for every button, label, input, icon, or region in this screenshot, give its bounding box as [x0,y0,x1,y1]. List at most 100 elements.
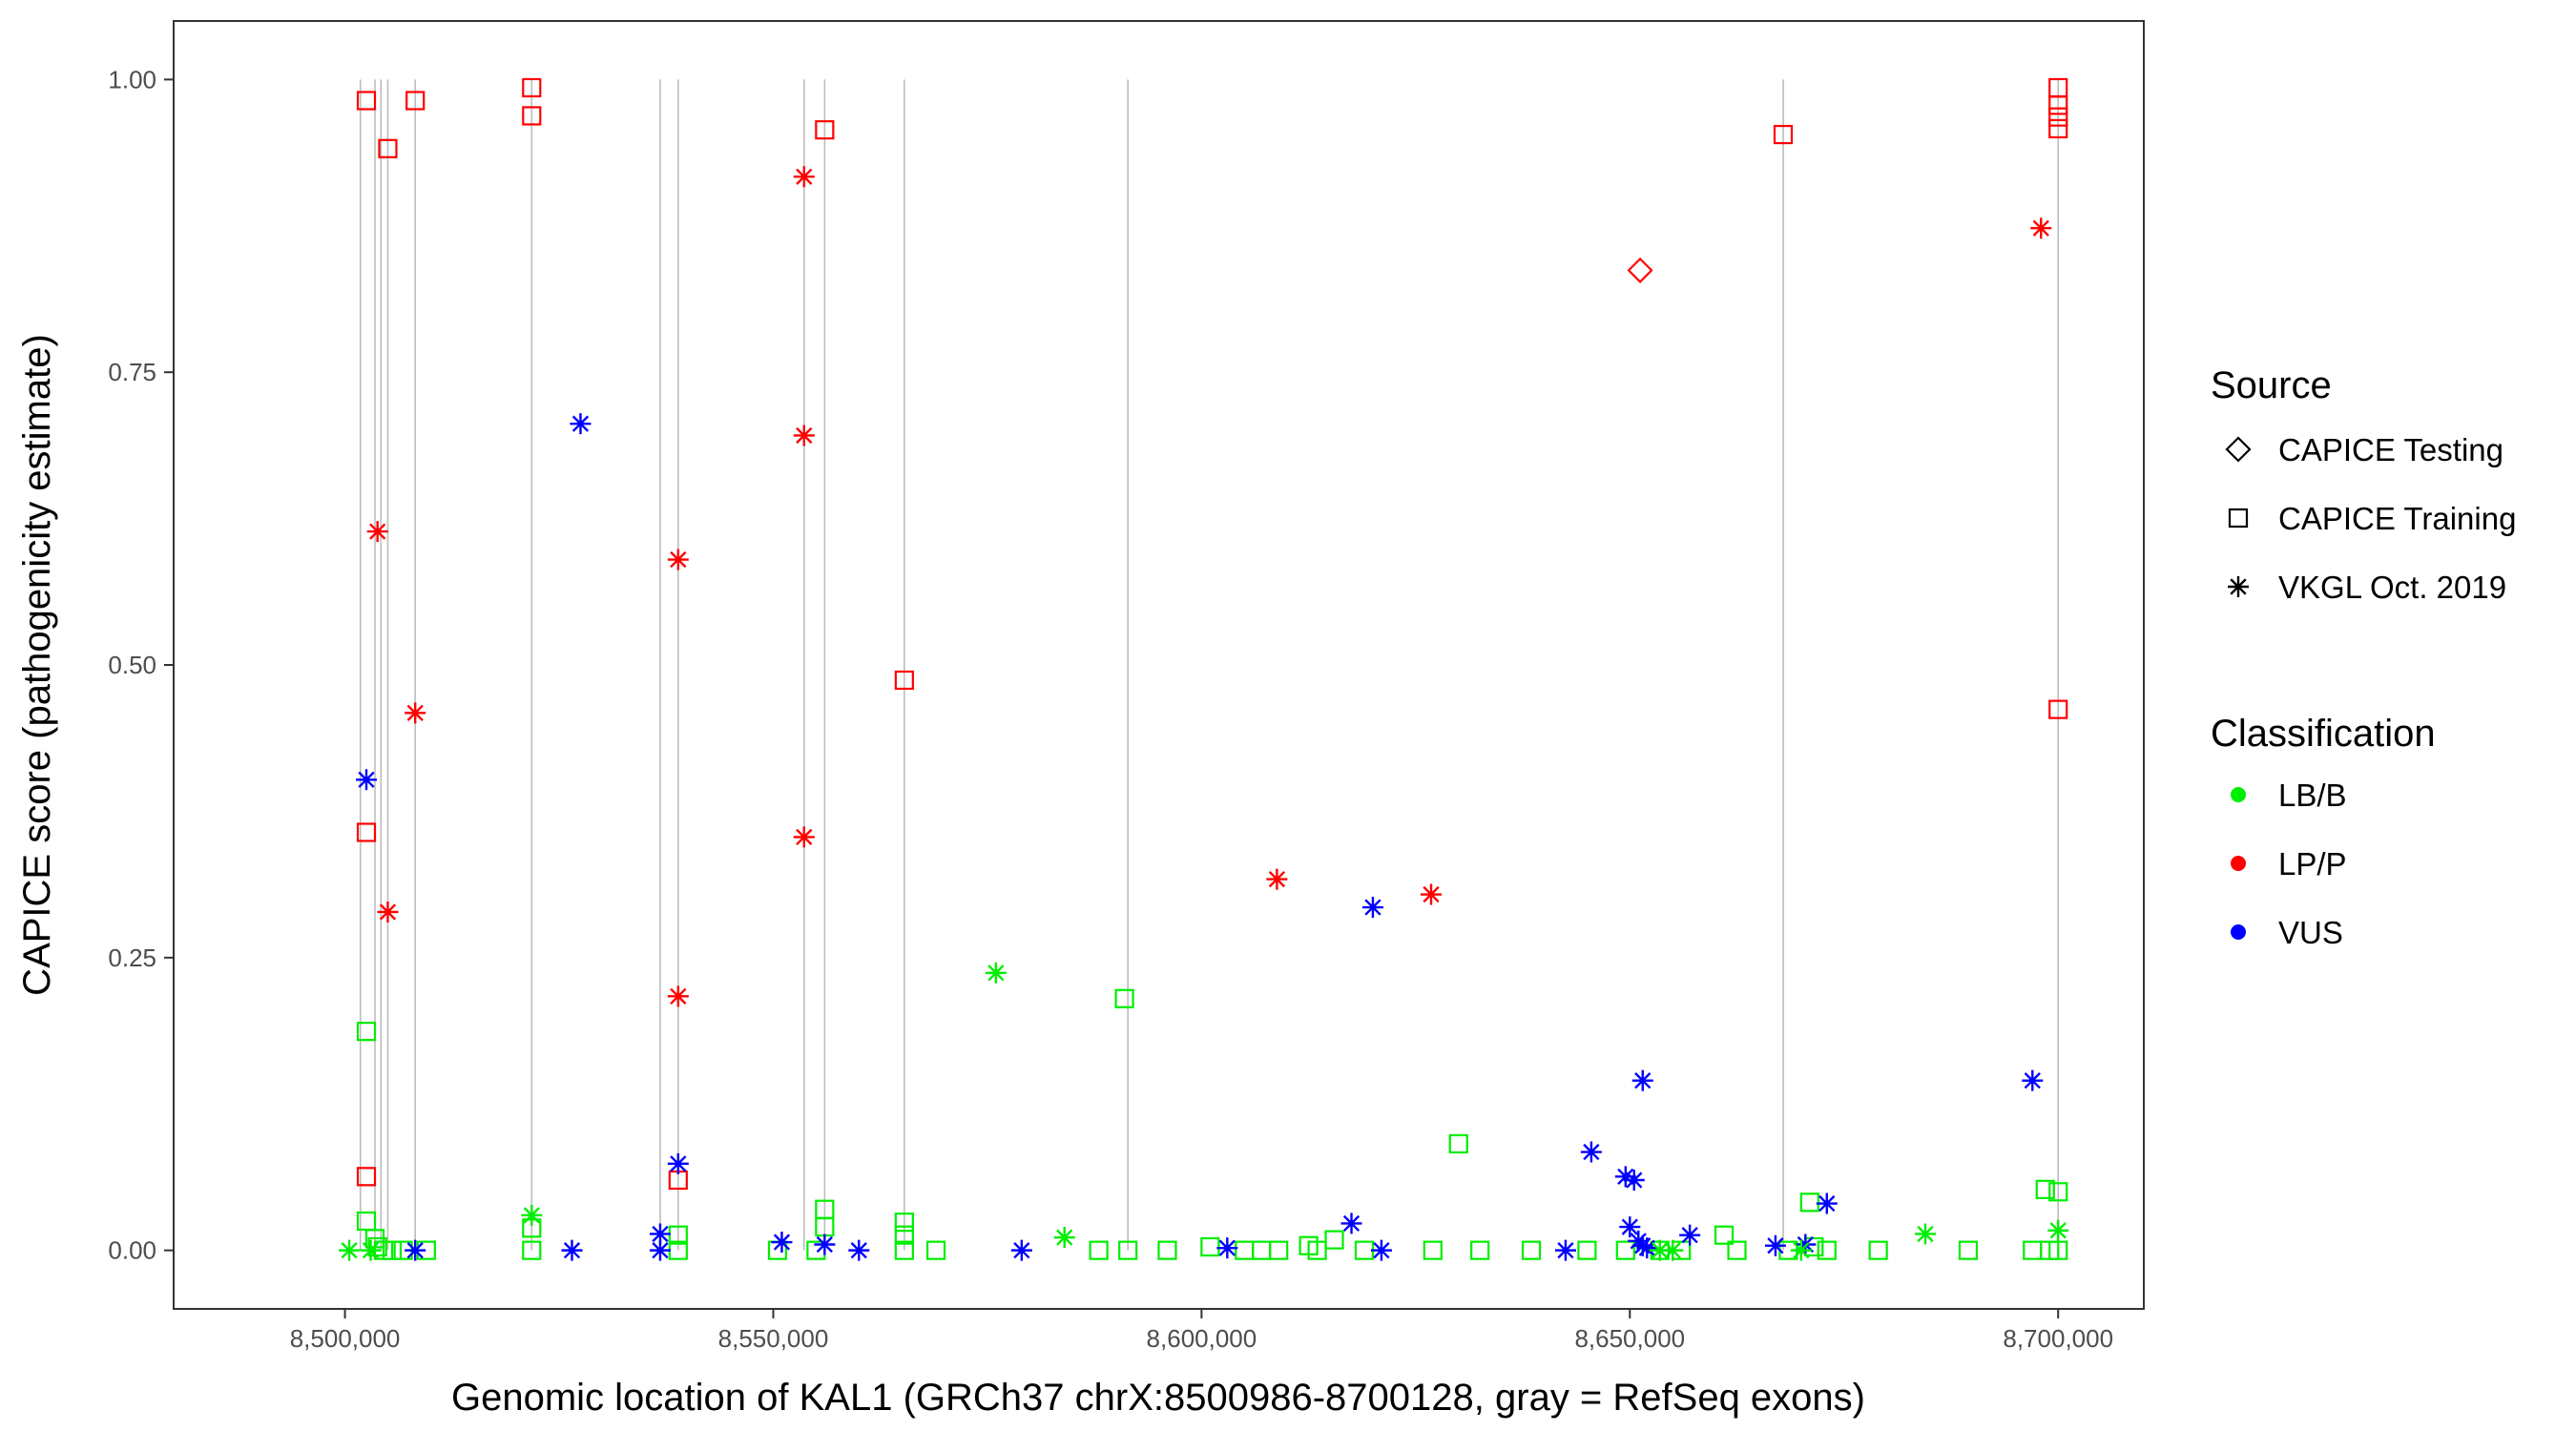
data-point [814,1234,836,1255]
data-point [1324,1230,1344,1250]
data-point [356,1167,377,1187]
data-point [382,1240,403,1260]
data-point [1868,1240,1888,1260]
x-tick-label: 8,650,000 [1574,1324,1685,1353]
data-point [405,702,426,724]
data-point [667,549,689,570]
data-point [793,425,815,446]
data-point [2047,1219,2069,1241]
data-point [1521,1240,1542,1260]
data-point [771,1232,793,1254]
legend-title-classification: Classification [2211,713,2436,755]
data-point [1577,1240,1597,1260]
data-point [649,1239,671,1261]
data-point [1615,1240,1635,1260]
data-point [1636,1237,1658,1259]
data-point [1580,1141,1602,1163]
data-point [1623,1170,1645,1191]
legend-key-source [2225,436,2252,463]
data-point [2048,95,2068,115]
data-point [522,77,542,98]
data-point [356,822,377,842]
data-point [377,901,399,923]
data-point [405,91,426,111]
legend-key-classification [2231,924,2246,940]
legend-label-source: VKGL Oct. 2019 [2278,570,2506,605]
legend-label-source: CAPICE Testing [2278,432,2503,467]
data-point [1010,1239,1032,1261]
data-point [570,413,592,435]
x-tick-label: 8,600,000 [1147,1324,1257,1353]
data-point [356,1022,377,1042]
data-point [1114,988,1134,1008]
data-point [649,1223,671,1245]
data-point [1157,1240,1177,1260]
exon-lines [359,79,2060,1251]
data-point [667,1152,689,1174]
data-point [522,1240,542,1260]
y-tick-label: 1.00 [108,65,156,93]
data-point [925,1240,946,1260]
data-point [522,106,542,126]
data-point [1448,1133,1468,1154]
x-axis: 8,500,000 8,550,000 8,600,000 8,650,000 8,70… [290,1309,2113,1353]
data-point [1269,1240,1289,1260]
data-point [1089,1240,1109,1260]
legend-title-source: Source [2211,364,2332,406]
data-point [2022,1069,2044,1091]
x-tick-label: 8,500,000 [290,1324,401,1353]
data-point [1200,1236,1220,1257]
data-point [894,1225,914,1245]
data-point [1470,1240,1490,1260]
data-point [405,1239,426,1261]
data-point [1361,897,1383,919]
y-tick-label: 0.25 [108,944,156,972]
x-tick-label: 8,550,000 [718,1324,829,1353]
data-point [1307,1240,1327,1260]
data-point [667,985,689,1007]
legend-label-classification: LP/P [2278,846,2347,881]
data-point [2030,218,2052,239]
data-point [1662,1239,1684,1261]
data-point [1619,1216,1641,1238]
data-point [521,1204,543,1226]
data-point [815,120,835,140]
data-point [356,91,377,111]
data-point [1216,1237,1238,1259]
data-point [561,1239,583,1261]
data-point [1423,1240,1443,1260]
data-point [793,166,815,188]
data-point [1958,1240,1979,1260]
legend-key-classification [2231,787,2246,802]
data-point [1817,1240,1837,1260]
data-point [1799,1192,1819,1213]
data-point [367,1236,387,1257]
data-point [1816,1192,1838,1214]
x-tick-label: 8,700,000 [2003,1324,2113,1353]
panel-background [174,21,2144,1309]
legend-key-classification [2231,856,2246,871]
legend-label-source: CAPICE Training [2278,501,2516,536]
y-tick-label: 0.50 [108,651,156,679]
data-point [1627,257,1653,283]
legend-key-source [2228,508,2249,529]
data-point [1118,1240,1138,1260]
data-point [2048,1182,2068,1202]
y-tick-label: 0.75 [108,358,156,386]
y-axis-title: CAPICE score (pathogenicity estimate) [16,334,58,996]
data-points [339,77,2069,1261]
data-point [1421,883,1443,905]
data-point [1614,1166,1636,1188]
data-point [2048,699,2068,719]
data-point [360,1239,382,1261]
legend-label-classification: LB/B [2278,778,2347,813]
data-point [1631,1234,1653,1256]
data-point [356,769,378,791]
data-point [894,670,914,691]
data-point [1053,1227,1075,1249]
data-point [1340,1213,1362,1234]
data-point [2048,107,2068,127]
plot-panel [173,20,2145,1310]
data-point [1266,868,1288,890]
